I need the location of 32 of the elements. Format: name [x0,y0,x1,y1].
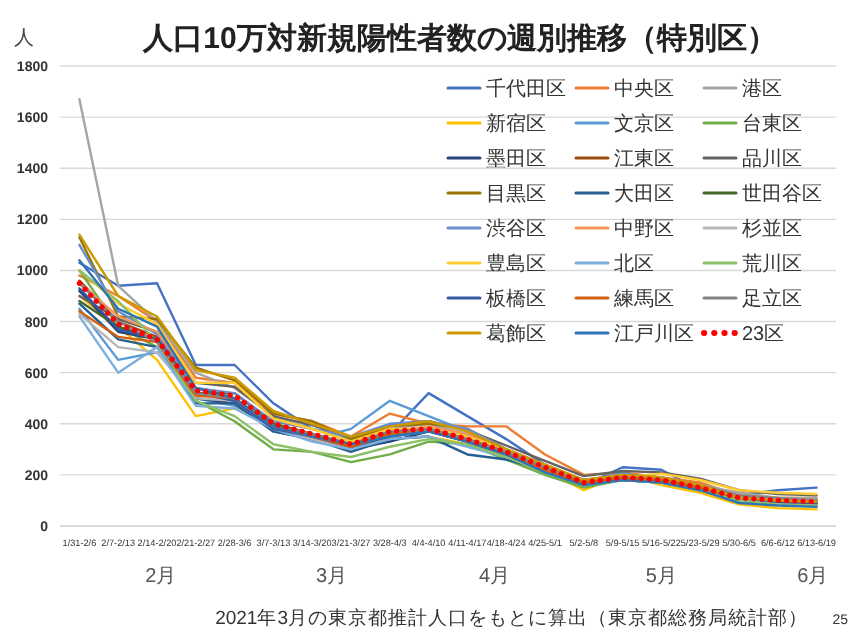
legend-label: 板橋区 [484,287,546,312]
legend-label: 豊島区 [486,252,546,277]
legend-label: 足立区 [742,287,802,312]
text: 2月 [145,566,177,588]
legend-label: 中央区 [614,77,674,102]
legend-label: 杉並区 [740,217,802,242]
legend-label: 江東区 [614,147,674,172]
text: 4月 [479,566,511,588]
y-axis-title: 人 [14,28,34,50]
legend-label: 台東区 [742,112,802,137]
legend-label: 23区 [742,324,785,347]
legend-label: 大田区 [614,182,674,207]
legend-label: 荒川区 [742,252,802,277]
legend-label: 目黒区 [486,184,546,207]
legend-label: 千代田区 [486,77,566,102]
legend-label: 江戸川区 [614,322,694,347]
text: 5月 [645,566,677,588]
legend-label: 渋谷区 [486,217,546,242]
legend-label: 墨田区 [486,149,546,172]
text: 3月 [316,566,348,588]
legend-label: 練馬区 [612,287,674,312]
legend-label: 中野区 [614,217,674,242]
legend-label: 葛飾区 [486,322,546,347]
chart-title: 人口10万対新規陽性者数の週別推移（特別区） [141,20,777,56]
text: 6月 [797,566,829,588]
legend-label: 品川区 [742,147,802,172]
legend-label: 北区 [614,252,654,277]
legend-label: 新宿区 [486,112,546,137]
legend-label: 世田谷区 [742,182,822,207]
text: 2021年3月の東京都推計人口をもとに算出（東京都総務局統計部） [215,606,808,630]
legend-label: 文京区 [614,112,674,137]
legend-label: 港区 [742,77,782,102]
